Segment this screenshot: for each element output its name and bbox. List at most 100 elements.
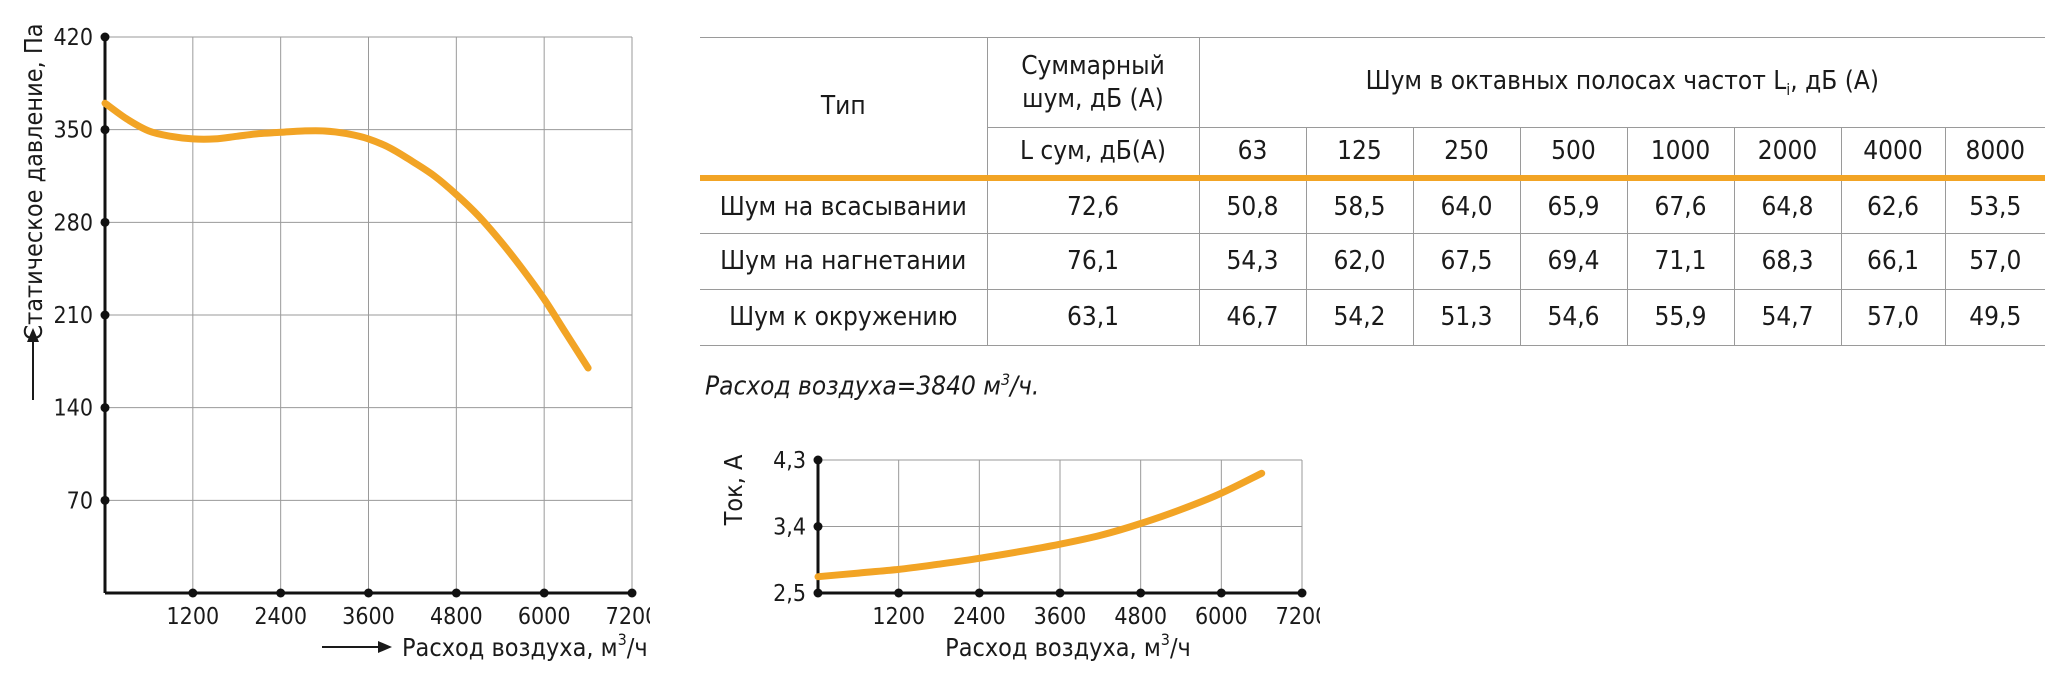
x-tick-dot bbox=[539, 588, 549, 598]
y-tick-label: 210 bbox=[54, 303, 94, 329]
band-value: 46,7 bbox=[1199, 289, 1307, 346]
current-x-ticks: 1200 2400 3600 4800 6000 7200 bbox=[872, 588, 1320, 630]
band-value: 64,0 bbox=[1413, 177, 1521, 234]
x-tick-label: 4800 bbox=[1114, 604, 1167, 630]
pressure-ylabel: Статическое давление, Па bbox=[19, 23, 48, 340]
pressure-x-arrow bbox=[322, 641, 392, 653]
x-tick-dot bbox=[364, 588, 373, 598]
band-header: 8000 bbox=[1945, 127, 2046, 181]
y-tick-label: 140 bbox=[54, 396, 94, 422]
x-tick-dot bbox=[1055, 588, 1065, 598]
band-value: 64,8 bbox=[1734, 177, 1842, 234]
y-tick-dot bbox=[100, 32, 110, 42]
table-row: Шум на всасывании 72,6 50,8 58,5 64,0 65… bbox=[700, 177, 2046, 234]
y-tick-dot bbox=[100, 495, 110, 505]
x-tick-label: 6000 bbox=[518, 604, 571, 630]
table-row: Шум к окружению 63,1 46,7 54,2 51,3 54,6… bbox=[700, 289, 2046, 346]
x-tick-dot bbox=[188, 588, 198, 598]
current-grid bbox=[818, 459, 1303, 593]
pressure-y-ticks: 420 350 280 210 140 70 bbox=[54, 25, 110, 514]
x-tick-dot bbox=[974, 588, 984, 598]
y-tick-label: 350 bbox=[54, 118, 94, 144]
pressure-y-arrow bbox=[27, 328, 39, 400]
x-tick-label: 3600 bbox=[342, 604, 395, 630]
x-tick-label: 2400 bbox=[953, 604, 1006, 630]
y-tick-dot bbox=[100, 217, 110, 227]
y-tick-dot bbox=[100, 125, 110, 135]
y-tick-dot bbox=[813, 588, 823, 598]
band-header: 250 bbox=[1413, 127, 1521, 181]
x-tick-label: 6000 bbox=[1195, 604, 1248, 630]
x-tick-label: 4800 bbox=[430, 604, 483, 630]
band-value: 54,3 bbox=[1199, 233, 1307, 290]
current-chart: 4,3 3,4 2,5 1200 2400 3600 4800 6000 7200 Ток, … bbox=[719, 448, 1320, 662]
current-y-ticks: 4,3 3,4 2,5 bbox=[773, 448, 823, 607]
y-tick-label: 2,5 bbox=[773, 581, 806, 607]
pressure-chart: 420 350 280 210 140 70 1200 2400 3600 4800 6000 72… bbox=[19, 23, 650, 662]
band-header: 500 bbox=[1520, 127, 1628, 181]
y-tick-label: 4,3 bbox=[773, 448, 806, 474]
y-tick-label: 70 bbox=[67, 488, 93, 514]
total-subheader: L сум, дБ(А) bbox=[987, 127, 1200, 181]
current-ylabel: Ток, А bbox=[719, 454, 748, 526]
band-value: 57,0 bbox=[1841, 289, 1946, 346]
band-value: 69,4 bbox=[1520, 233, 1628, 290]
band-value: 71,1 bbox=[1627, 233, 1735, 290]
row-type: Шум на всасывании bbox=[700, 177, 988, 234]
band-value: 58,5 bbox=[1306, 177, 1414, 234]
y-tick-dot bbox=[813, 522, 823, 531]
band-value: 65,9 bbox=[1520, 177, 1628, 234]
row-total: 72,6 bbox=[987, 177, 1200, 234]
table-row: Шум на нагнетании 76,1 54,3 62,0 67,5 69… bbox=[700, 233, 2046, 290]
x-tick-dot bbox=[451, 588, 461, 598]
y-tick-label: 3,4 bbox=[773, 515, 806, 541]
band-value: 62,6 bbox=[1841, 177, 1946, 234]
pressure-xlabel: Расход воздуха, м3/ч bbox=[402, 630, 648, 662]
band-value: 49,5 bbox=[1945, 289, 2046, 346]
x-tick-label: 3600 bbox=[1034, 604, 1087, 630]
y-tick-dot bbox=[813, 455, 823, 465]
pressure-x-ticks: 1200 2400 3600 4800 6000 7200 bbox=[167, 588, 650, 630]
band-value: 53,5 bbox=[1945, 177, 2046, 234]
x-tick-label: 2400 bbox=[254, 604, 307, 630]
band-value: 54,6 bbox=[1520, 289, 1628, 346]
octave-header: Шум в октавных полосах частот Li, дБ (А) bbox=[1199, 37, 2046, 128]
x-tick-label: 1200 bbox=[167, 604, 220, 630]
current-curve bbox=[814, 469, 1266, 581]
x-tick-dot bbox=[1136, 588, 1146, 598]
type-header: Тип bbox=[700, 37, 988, 181]
y-tick-dot bbox=[100, 403, 110, 413]
row-total: 63,1 bbox=[987, 289, 1200, 346]
band-header: 4000 bbox=[1841, 127, 1946, 181]
row-total: 76,1 bbox=[987, 233, 1200, 290]
current-xlabel: Расход воздуха, м3/ч bbox=[945, 630, 1191, 662]
band-value: 54,7 bbox=[1734, 289, 1842, 346]
noise-table: Тип Суммарный шум, дБ (А) Шум в октавных … bbox=[700, 37, 2046, 346]
row-type: Шум к окружению bbox=[700, 289, 988, 346]
band-value: 68,3 bbox=[1734, 233, 1842, 290]
x-tick-dot bbox=[894, 588, 904, 598]
band-value: 55,9 bbox=[1627, 289, 1735, 346]
band-value: 62,0 bbox=[1306, 233, 1414, 290]
x-tick-dot bbox=[627, 588, 637, 598]
row-type: Шум на нагнетании bbox=[700, 233, 988, 290]
flow-note: Расход воздуха=3840 м3/ч. bbox=[705, 370, 1040, 402]
pressure-curve bbox=[101, 99, 592, 372]
total-header: Суммарный шум, дБ (А) bbox=[987, 37, 1200, 128]
band-header: 63 bbox=[1199, 127, 1307, 181]
band-header: 1000 bbox=[1627, 127, 1735, 181]
band-value: 67,6 bbox=[1627, 177, 1735, 234]
x-tick-label: 1200 bbox=[872, 604, 925, 630]
y-tick-label: 420 bbox=[54, 25, 94, 51]
y-tick-dot bbox=[100, 310, 110, 320]
band-value: 54,2 bbox=[1306, 289, 1414, 346]
band-value: 66,1 bbox=[1841, 233, 1946, 290]
x-tick-label: 7200 bbox=[1276, 604, 1320, 630]
band-value: 51,3 bbox=[1413, 289, 1521, 346]
y-tick-label: 280 bbox=[54, 210, 94, 236]
x-tick-dot bbox=[276, 588, 286, 598]
band-header: 2000 bbox=[1734, 127, 1842, 181]
x-tick-dot bbox=[1216, 588, 1226, 598]
band-header: 125 bbox=[1306, 127, 1414, 181]
band-value: 57,0 bbox=[1945, 233, 2046, 290]
